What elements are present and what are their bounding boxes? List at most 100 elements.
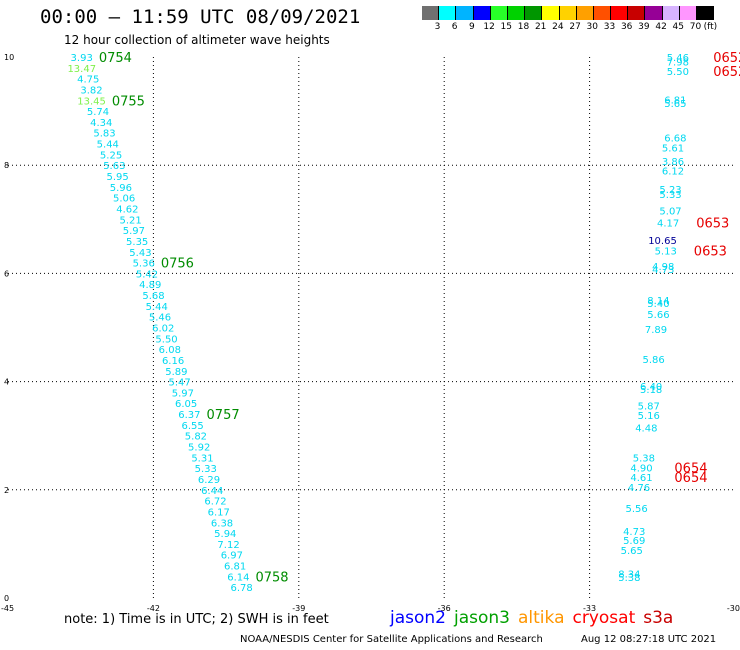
track2-swh-label: 5.38	[618, 573, 640, 584]
track1-swh-label: 6.14	[227, 572, 249, 583]
track1-swh-label: 5.96	[110, 183, 132, 194]
legend-swatch	[697, 6, 715, 20]
track2-swh-label: 4.48	[635, 424, 657, 435]
track1-swh-label: 5.47	[168, 378, 190, 389]
legend-swatch	[422, 6, 440, 20]
legend-swatch	[473, 6, 491, 20]
track1-swh-label: 5.25	[100, 150, 122, 161]
track1-swh-label: 5.35	[126, 237, 148, 248]
track1-swh-label: 5.83	[93, 129, 115, 140]
x-tick-label: -36	[438, 604, 451, 613]
track2-swh-label: 5.86	[642, 355, 664, 366]
mission-altika: altika	[518, 608, 565, 628]
legend-swatch	[456, 6, 474, 20]
legend-label: 45	[672, 22, 684, 32]
track2-swh-label: 4.90	[630, 464, 652, 475]
credit-text: NOAA/NESDIS Center for Satellite Applica…	[240, 634, 543, 645]
track1-swh-label: 6.37	[178, 410, 200, 421]
mission-jason2: jason2	[390, 608, 446, 628]
legend-swatch	[576, 6, 594, 20]
track1-swh-label: 6.16	[162, 356, 184, 367]
track2-swh-label: 5.23	[659, 185, 681, 196]
legend-color-bar	[422, 6, 732, 20]
track1-swh-label: 5.42	[136, 269, 158, 280]
legend-label: 42	[655, 22, 667, 32]
track1-swh-label: 3.93	[71, 53, 93, 64]
x-tick-label: -30	[727, 604, 740, 613]
y-tick-label: 4	[4, 378, 9, 387]
track1-swh-label: 5.89	[165, 367, 187, 378]
legend-swatch	[662, 6, 680, 20]
legend-label: 27	[569, 22, 581, 32]
track1-swh-label: 5.95	[106, 172, 128, 183]
track1-time-label: 0755	[112, 94, 145, 109]
track1-swh-label: 5.44	[146, 302, 168, 313]
track1-time-label: 0757	[207, 408, 240, 423]
legend-swatch	[439, 6, 457, 20]
track2-swh-label: 6.12	[662, 167, 684, 178]
track1-swh-label: 13.45	[77, 96, 106, 107]
track2-time-label: 0654	[674, 471, 707, 486]
mission-cryosat: cryosat	[572, 608, 636, 628]
track1-swh-label: 4.89	[139, 280, 161, 291]
track1-swh-label: 5.31	[191, 453, 213, 464]
track1-swh-label: 5.82	[185, 432, 207, 443]
legend-label: 9	[469, 22, 475, 32]
track2-swh-label: 5.56	[625, 504, 647, 515]
legend-unit: (ft)	[703, 22, 718, 32]
track1-swh-label: 6.29	[198, 475, 220, 486]
legend-swatch	[593, 6, 612, 20]
track1-swh-label: 5.74	[87, 107, 109, 118]
legend-swatch	[542, 6, 560, 20]
track2-swh-label: 6.68	[664, 134, 686, 145]
track1-swh-label: 6.38	[211, 518, 233, 529]
legend-swatch	[507, 6, 526, 20]
y-tick-label: 0	[4, 594, 9, 603]
legend-swatch	[628, 6, 646, 20]
track1-swh-label: 5.36	[133, 259, 155, 270]
legend-label: 6	[451, 22, 458, 32]
legend-swatch	[490, 6, 508, 20]
track2-swh-label: 5.16	[638, 411, 660, 422]
legend-label: 3	[434, 22, 441, 32]
generated-timestamp: Aug 12 08:27:18 UTC 2021	[581, 634, 717, 645]
track1-swh-label: 5.92	[188, 443, 210, 454]
track1-swh-label: 3.82	[80, 85, 102, 96]
track2-swh-label: 5.50	[667, 67, 689, 78]
track1-swh-label: 6.08	[159, 345, 181, 356]
legend-label: 33	[603, 22, 616, 32]
track1-time-label: 0756	[161, 257, 194, 272]
track1-swh-label: 6.81	[224, 562, 246, 573]
track1-time-label: 0754	[99, 51, 132, 66]
track2-swh-label: 5.38	[633, 453, 655, 464]
track2-time-label: 0652	[713, 65, 740, 80]
track2-swh-label: 4.76	[628, 483, 650, 494]
track2-swh-label: 7.98	[667, 57, 689, 68]
x-tick-label: -42	[147, 604, 160, 613]
track2-swh-label: 4.61	[630, 473, 652, 484]
legend-label: 24	[552, 22, 564, 32]
track1-swh-label: 5.06	[113, 194, 135, 205]
track1-swh-label: 4.75	[77, 75, 99, 86]
y-tick-label: 2	[4, 486, 9, 495]
track2-swh-label: 6.81	[664, 96, 686, 107]
mission-legend: jason2 jason3 altika cryosat s3a	[390, 608, 681, 628]
track1-swh-label: 5.63	[103, 161, 125, 172]
track2-swh-label: 5.65	[621, 546, 643, 557]
track1-swh-label: 6.44	[201, 486, 223, 497]
legend-label: 21	[534, 22, 547, 32]
track2-swh-label: 5.46	[667, 53, 689, 64]
legend-swatch	[525, 6, 543, 20]
track1-swh-label: 4.62	[116, 204, 138, 215]
legend-label: 12	[483, 22, 495, 32]
track1-swh-label: 6.17	[208, 507, 230, 518]
track1-swh-label: 5.94	[214, 529, 236, 540]
track2-swh-label: 7.89	[645, 325, 667, 336]
x-tick-label: -39	[292, 604, 305, 613]
track2-swh-label: 5.66	[647, 310, 669, 321]
track2-swh-label: 5.40	[647, 299, 669, 310]
track1-swh-label: 6.05	[175, 399, 197, 410]
track2-swh-label: 5.87	[638, 401, 660, 412]
track1-swh-label: 6.02	[152, 324, 174, 335]
